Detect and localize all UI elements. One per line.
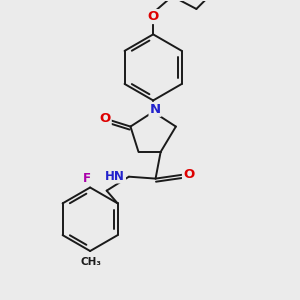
Text: O: O [183, 168, 194, 181]
Text: O: O [100, 112, 111, 125]
Text: HN: HN [105, 169, 125, 182]
Text: O: O [148, 10, 159, 23]
Text: N: N [149, 103, 161, 116]
Text: F: F [83, 172, 91, 185]
Text: CH₃: CH₃ [81, 257, 102, 267]
